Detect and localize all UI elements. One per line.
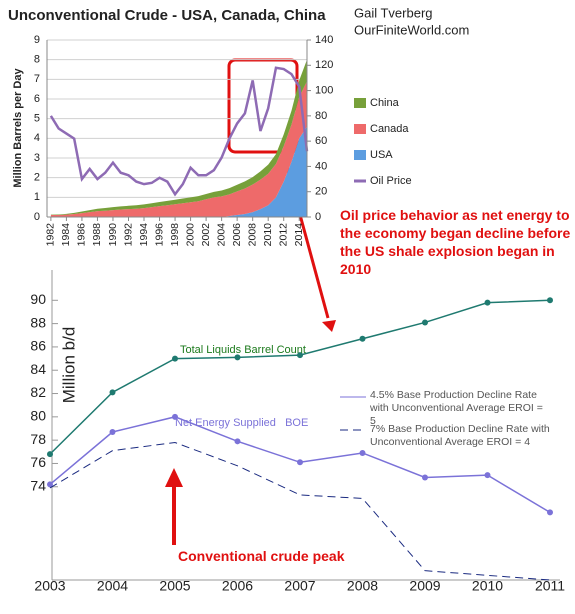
x-tick-label: 2004	[215, 223, 227, 247]
y-axis-label: Million Barrels per Day	[12, 68, 24, 188]
x-tick-label: 2006	[222, 578, 253, 594]
point	[484, 299, 491, 306]
y2-tick-label: 20	[315, 186, 327, 198]
y-tick-label: 9	[34, 34, 40, 46]
annotation: Net Energy Supplied BOE	[175, 417, 309, 429]
x-tick-label: 2010	[472, 578, 503, 594]
y2-tick-label: 140	[315, 34, 333, 46]
point	[547, 509, 553, 516]
y-tick-label: 6	[34, 93, 40, 105]
x-tick-label: 2002	[200, 223, 212, 247]
credit: OurFiniteWorld.com	[354, 22, 469, 37]
x-tick-label: 1988	[91, 223, 103, 247]
legend-swatch	[354, 150, 366, 160]
y-tick-label: 76	[30, 454, 46, 470]
arrow-head	[165, 468, 183, 487]
x-tick-label: 1994	[138, 223, 150, 247]
y-tick-label: 2	[34, 172, 40, 184]
y-tick-label: 90	[30, 291, 46, 307]
y-tick-label: 86	[30, 338, 46, 354]
point	[47, 451, 53, 458]
point	[547, 297, 553, 304]
chart-title: Unconventional Crude - USA, Canada, Chin…	[8, 7, 326, 24]
x-tick-label: 2011	[535, 578, 565, 594]
point	[109, 389, 116, 396]
y-tick-label: 1	[34, 191, 40, 203]
y-tick-label: 3	[34, 152, 40, 164]
y-tick-label: 8	[34, 54, 40, 66]
price-line	[49, 66, 309, 197]
x-tick-label: 2003	[34, 578, 65, 594]
point	[172, 355, 178, 362]
x-tick-label: 2008	[246, 223, 258, 247]
y-tick-label: 7	[34, 73, 40, 85]
legend-label: 7% Base Production Decline Rate with Unc…	[370, 423, 550, 448]
y2-tick-label: 60	[315, 135, 327, 147]
annotation: Oil price behavior as net energy to the …	[340, 207, 571, 277]
x-tick-label: 1982	[45, 223, 57, 247]
x-tick-label: 2009	[409, 578, 440, 594]
point	[297, 352, 303, 359]
point	[422, 474, 428, 481]
point	[234, 438, 241, 445]
x-tick-label: 1990	[107, 223, 119, 247]
point	[359, 335, 366, 342]
y-tick-label: 5	[34, 113, 40, 125]
legend-swatch	[354, 98, 366, 108]
point	[109, 428, 116, 435]
x-tick-label: 2007	[284, 578, 315, 594]
y-tick-label: 74	[30, 477, 46, 493]
x-tick-label: 1986	[76, 223, 88, 247]
legend-label: China	[370, 97, 400, 109]
x-tick-label: 1992	[122, 223, 134, 247]
y-tick-label: 80	[30, 408, 46, 424]
x-tick-label: 2006	[231, 223, 243, 247]
point	[422, 319, 428, 326]
point	[47, 481, 53, 488]
x-tick-label: 1996	[153, 223, 165, 247]
series-label: Total Liquids Barrel Count	[180, 344, 306, 356]
x-tick-label: 2012	[277, 223, 289, 247]
legend-label: Canada	[370, 123, 409, 135]
x-tick-label: 1984	[60, 223, 72, 247]
y-axis-label: Million b/d	[59, 327, 78, 404]
series-line	[49, 441, 551, 581]
y-tick-label: 0	[34, 211, 40, 223]
point	[172, 413, 178, 420]
annotation: Conventional crude peak	[178, 548, 345, 564]
legend-swatch	[354, 124, 366, 134]
x-tick-label: 2010	[262, 223, 274, 247]
y2-tick-label: 120	[315, 59, 333, 71]
arrow-head	[322, 320, 336, 332]
credit: Gail Tverberg	[354, 5, 433, 20]
area	[50, 126, 308, 217]
legend-label: USA	[370, 149, 393, 161]
y-tick-label: 82	[30, 384, 46, 400]
y-tick-label: 4	[34, 132, 40, 144]
x-tick-label: 2000	[184, 223, 196, 247]
point	[484, 472, 491, 479]
x-tick-label: 2008	[347, 578, 378, 594]
x-tick-label: 1998	[169, 223, 181, 247]
point	[359, 449, 366, 456]
y-tick-label: 88	[30, 314, 46, 330]
y-tick-label: 78	[30, 431, 46, 447]
y2-tick-label: 100	[315, 84, 333, 96]
legend-label: Oil Price	[370, 175, 412, 187]
x-tick-label: 2004	[97, 578, 128, 594]
legend-label: 4.5% Base Production Decline Rate with U…	[370, 389, 543, 427]
y2-tick-label: 0	[315, 211, 321, 223]
y-tick-label: 84	[30, 361, 46, 377]
y2-tick-label: 40	[315, 160, 327, 172]
x-tick-label: 2005	[159, 578, 190, 594]
y2-tick-label: 80	[315, 110, 327, 122]
x-tick-label: 2014	[293, 223, 305, 247]
point	[297, 459, 303, 466]
point	[234, 354, 241, 361]
